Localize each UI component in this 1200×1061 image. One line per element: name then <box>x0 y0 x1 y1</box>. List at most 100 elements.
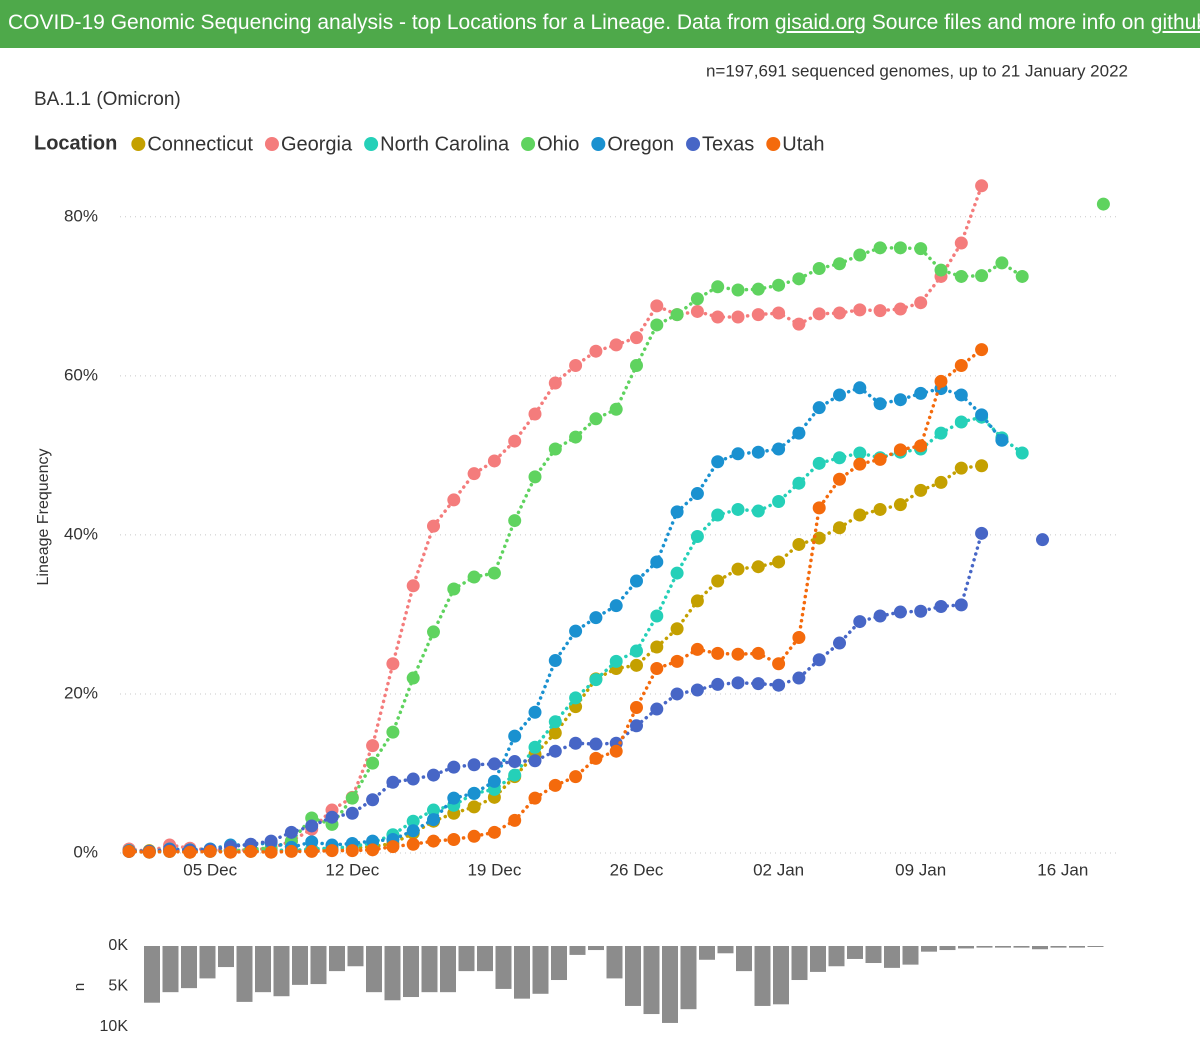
data-point <box>711 677 725 691</box>
bar <box>1069 946 1085 948</box>
data-point <box>630 574 643 588</box>
data-point <box>1015 446 1029 460</box>
data-point <box>264 845 278 859</box>
data-point <box>508 434 522 448</box>
data-point <box>670 566 684 580</box>
data-point <box>406 837 420 851</box>
bar <box>606 946 623 979</box>
data-point <box>670 687 684 701</box>
data-point <box>528 740 542 754</box>
data-point <box>772 442 786 456</box>
bar <box>384 946 401 1001</box>
data-point <box>833 257 846 271</box>
data-point <box>975 343 989 357</box>
bar <box>458 946 475 972</box>
data-point <box>447 760 461 774</box>
data-point <box>548 654 562 668</box>
data-point <box>772 555 786 569</box>
data-point <box>690 529 704 543</box>
data-point <box>772 657 786 671</box>
link[interactable]: github <box>1150 11 1200 34</box>
data-point <box>812 653 826 667</box>
data-point <box>792 630 806 644</box>
data-point <box>650 555 664 569</box>
data-point <box>751 308 765 322</box>
data-point <box>934 426 948 440</box>
bar <box>199 946 216 979</box>
data-point <box>548 376 562 390</box>
data-point <box>690 304 704 318</box>
data-point <box>954 359 968 373</box>
data-point <box>751 560 765 574</box>
data-point <box>853 446 867 460</box>
legend-label: Ohio <box>537 133 579 155</box>
data-point <box>589 412 603 426</box>
data-point <box>305 844 319 858</box>
data-point <box>427 519 440 533</box>
data-point <box>406 814 420 828</box>
data-point <box>792 476 806 490</box>
legend-label: Connecticut <box>147 133 253 155</box>
legend-label: Texas <box>702 133 754 155</box>
data-point <box>934 263 948 277</box>
data-point <box>731 676 745 690</box>
data-point <box>609 402 623 416</box>
bar <box>662 946 678 1023</box>
data-point <box>853 508 867 522</box>
data-point <box>975 179 989 193</box>
data-point <box>792 671 806 685</box>
data-point <box>914 604 928 618</box>
data-point <box>772 678 786 692</box>
legend-swatch <box>364 137 379 151</box>
bar <box>902 946 919 965</box>
data-point <box>366 756 380 770</box>
data-point <box>954 269 968 283</box>
data-point <box>406 671 420 685</box>
data-point <box>203 844 217 858</box>
legend-swatch <box>131 137 146 151</box>
data-point <box>345 791 359 805</box>
bar <box>569 946 586 955</box>
data-point <box>284 825 298 839</box>
data-point <box>589 344 603 358</box>
data-point <box>325 810 339 824</box>
link[interactable]: gisaid.org <box>774 11 866 34</box>
data-point <box>569 359 583 373</box>
data-point <box>650 609 664 623</box>
bar <box>884 946 900 968</box>
x-tick-label: 09 Jan <box>895 860 946 879</box>
data-point <box>873 502 887 516</box>
data-point <box>548 778 562 792</box>
data-point <box>487 566 501 580</box>
bar <box>218 946 234 968</box>
data-point <box>650 662 664 676</box>
bar <box>976 946 993 948</box>
data-point <box>609 654 623 668</box>
data-point <box>630 700 643 714</box>
data-point <box>386 657 400 671</box>
data-point <box>630 719 643 733</box>
data-point <box>1036 533 1049 547</box>
data-point <box>630 658 643 672</box>
data-point <box>731 310 745 324</box>
data-point <box>954 236 968 250</box>
bar <box>1032 946 1048 950</box>
data-point <box>812 307 826 321</box>
series-line <box>127 385 1004 854</box>
bar <box>773 946 789 1005</box>
data-point <box>406 824 420 838</box>
data-point <box>853 248 867 262</box>
data-point <box>893 605 907 619</box>
data-point <box>548 744 562 758</box>
x-tick-label: 16 Jan <box>1037 860 1088 879</box>
data-point <box>386 725 400 739</box>
data-point <box>630 644 643 658</box>
bar <box>514 946 530 999</box>
data-point <box>427 834 440 848</box>
bar <box>588 946 604 951</box>
series <box>122 197 1110 858</box>
data-point <box>528 470 542 484</box>
data-point <box>548 715 562 729</box>
data-point <box>345 806 359 820</box>
data-point <box>792 317 806 331</box>
